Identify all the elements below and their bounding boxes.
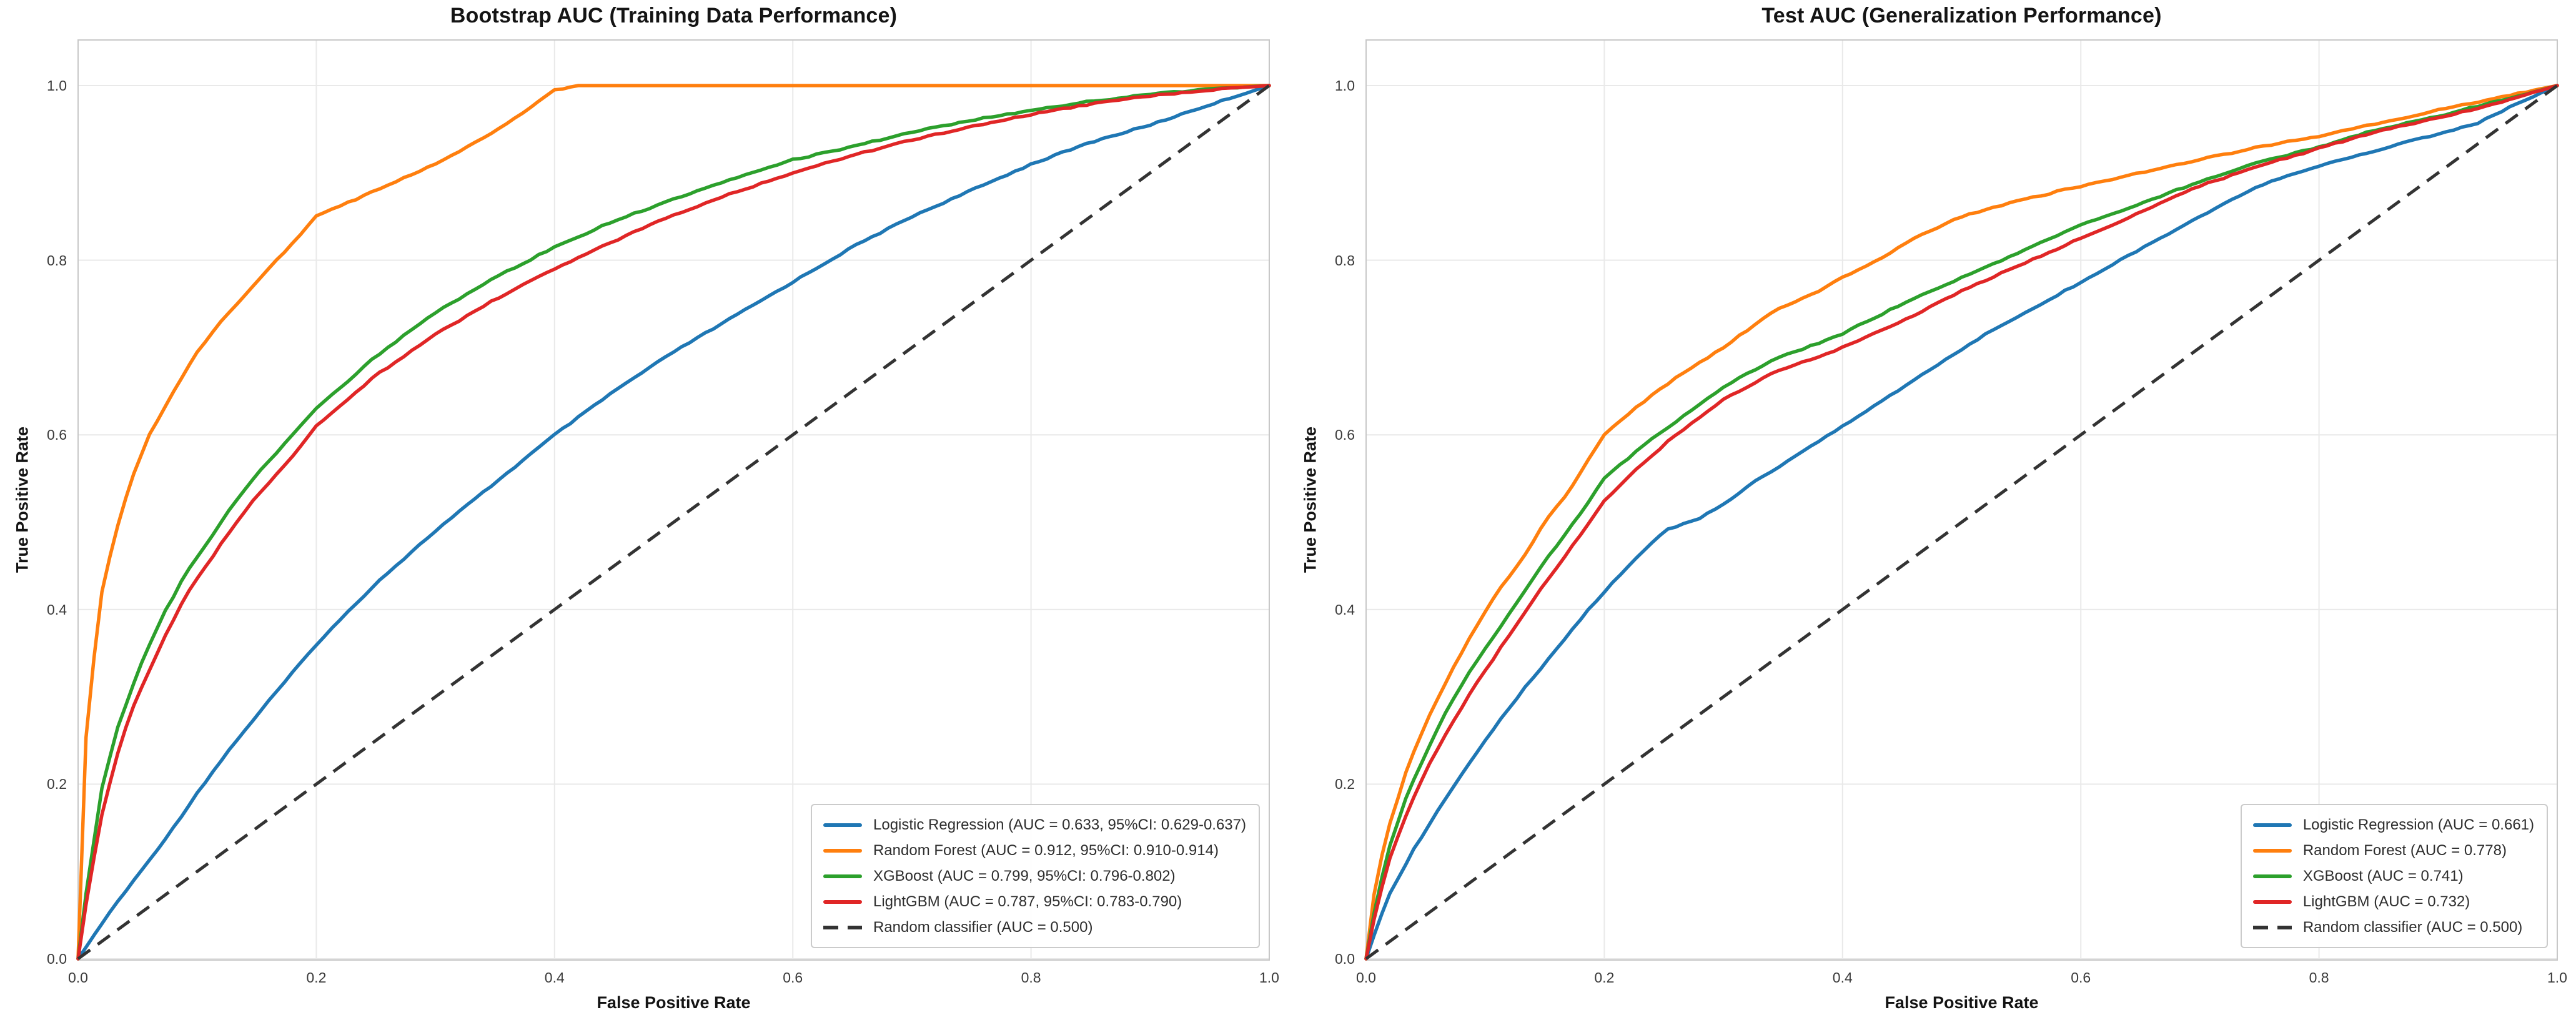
roc-curve-random-classifier [77,84,1271,961]
legend-label: XGBoost (AUC = 0.799, 95%CI: 0.796-0.802… [873,867,1176,884]
legend-swatch-lightgbm [2252,899,2292,904]
legend-swatch-random-forest [2252,848,2292,853]
y-tick-label: 0.8 [47,252,67,269]
chart-title: Test AUC (Generalization Performance) [1761,4,2162,27]
roc-curve-lightgbm [1364,84,2559,961]
x-tick-label: 1.0 [2547,969,2567,986]
x-tick-label: 0.6 [783,969,803,986]
x-tick-label: 0.0 [68,969,88,986]
y-tick-label: 0.8 [1335,252,1355,269]
legend-item-random-forest: Random Forest (AUC = 0.912, 95%CI: 0.910… [823,838,1246,863]
legend-swatch-xgboost [2252,874,2292,878]
legend-item-lightgbm: LightGBM (AUC = 0.732) [2252,889,2534,914]
y-tick-label: 0.2 [47,776,67,793]
y-tick-label: 0.6 [47,427,67,443]
panel-bootstrap-auc: Bootstrap AUC (Training Data Performance… [12,4,1279,1012]
roc-curve-random-forest [1364,84,2559,961]
legend-item-xgboost: XGBoost (AUC = 0.799, 95%CI: 0.796-0.802… [823,863,1246,889]
y-axis-label: True Positive Rate [12,426,32,573]
x-axis-label: False Positive Rate [597,993,751,1012]
x-tick-label: 0.2 [1594,969,1615,986]
y-tick-label: 0.6 [1335,427,1355,443]
legend-item-logistic-regression: Logistic Regression (AUC = 0.633, 95%CI:… [823,812,1246,838]
legend-item-lightgbm: LightGBM (AUC = 0.787, 95%CI: 0.783-0.79… [823,889,1246,914]
legend-swatch-xgboost [823,874,862,878]
legend-item-random-forest: Random Forest (AUC = 0.778) [2252,838,2534,863]
legend-swatch-logistic-regression [2252,823,2292,827]
roc-curve-xgboost [76,84,1271,961]
legend-swatch-random-classifier [2252,925,2292,929]
legend-label: Logistic Regression (AUC = 0.633, 95%CI:… [873,816,1246,833]
plot-frame [1365,39,2558,961]
panel-test-auc: Test AUC (Generalization Performance) Tr… [1288,0,2576,1020]
legend-label: Random Forest (AUC = 0.912, 95%CI: 0.910… [873,841,1219,859]
legend-item-random-classifier: Random classifier (AUC = 0.500) [2252,914,2534,940]
roc-curve-random-classifier [1365,84,2559,961]
legend-label: Random classifier (AUC = 0.500) [2302,918,2523,936]
roc-curve-lightgbm [76,84,1271,961]
plot-frame [77,39,1270,961]
legend-swatch-random-classifier [823,925,862,929]
roc-curve-logistic-regression [76,84,1271,961]
roc-curve-random-forest [76,84,1271,961]
y-tick-label: 1.0 [1335,77,1355,94]
legend-swatch-lightgbm [823,899,862,904]
x-tick-label: 0.2 [306,969,327,986]
x-axis-label: False Positive Rate [1885,993,2039,1012]
x-tick-label: 0.8 [2309,969,2329,986]
x-tick-label: 1.0 [1259,969,1279,986]
legend-label: XGBoost (AUC = 0.741) [2302,867,2464,884]
legend-swatch-random-forest [823,848,862,853]
y-tick-label: 0.4 [47,601,67,618]
x-tick-label: 0.4 [544,969,565,986]
x-tick-label: 0.6 [2071,969,2091,986]
legend-label: Random classifier (AUC = 0.500) [873,918,1093,936]
plot-area-test [1364,39,2559,961]
y-tick-label: 0.0 [47,951,67,967]
legend-label: Random Forest (AUC = 0.778) [2302,841,2507,859]
x-tick-label: 0.0 [1356,969,1376,986]
legend-item-random-classifier: Random classifier (AUC = 0.500) [823,914,1246,940]
legend: Logistic Regression (AUC = 0.661) Random … [2240,804,2548,948]
plot-area-bootstrap [76,39,1271,961]
x-tick-label: 0.8 [1021,969,1041,986]
roc-curve-logistic-regression [1364,84,2559,961]
chart-title: Bootstrap AUC (Training Data Performance… [450,4,898,27]
legend-item-logistic-regression: Logistic Regression (AUC = 0.661) [2252,812,2534,838]
y-axis-label: True Positive Rate [1300,426,1320,573]
legend-label: LightGBM (AUC = 0.732) [2302,893,2470,910]
legend-label: LightGBM (AUC = 0.787, 95%CI: 0.783-0.79… [873,893,1182,910]
x-tick-label: 0.4 [1832,969,1853,986]
legend-swatch-logistic-regression [823,823,862,827]
y-tick-label: 0.0 [1335,951,1355,967]
legend: Logistic Regression (AUC = 0.633, 95%CI:… [811,804,1260,948]
legend-item-xgboost: XGBoost (AUC = 0.741) [2252,863,2534,889]
y-tick-label: 0.2 [1335,776,1355,793]
legend-label: Logistic Regression (AUC = 0.661) [2302,816,2534,833]
y-tick-label: 1.0 [47,77,67,94]
y-tick-label: 0.4 [1335,601,1355,618]
